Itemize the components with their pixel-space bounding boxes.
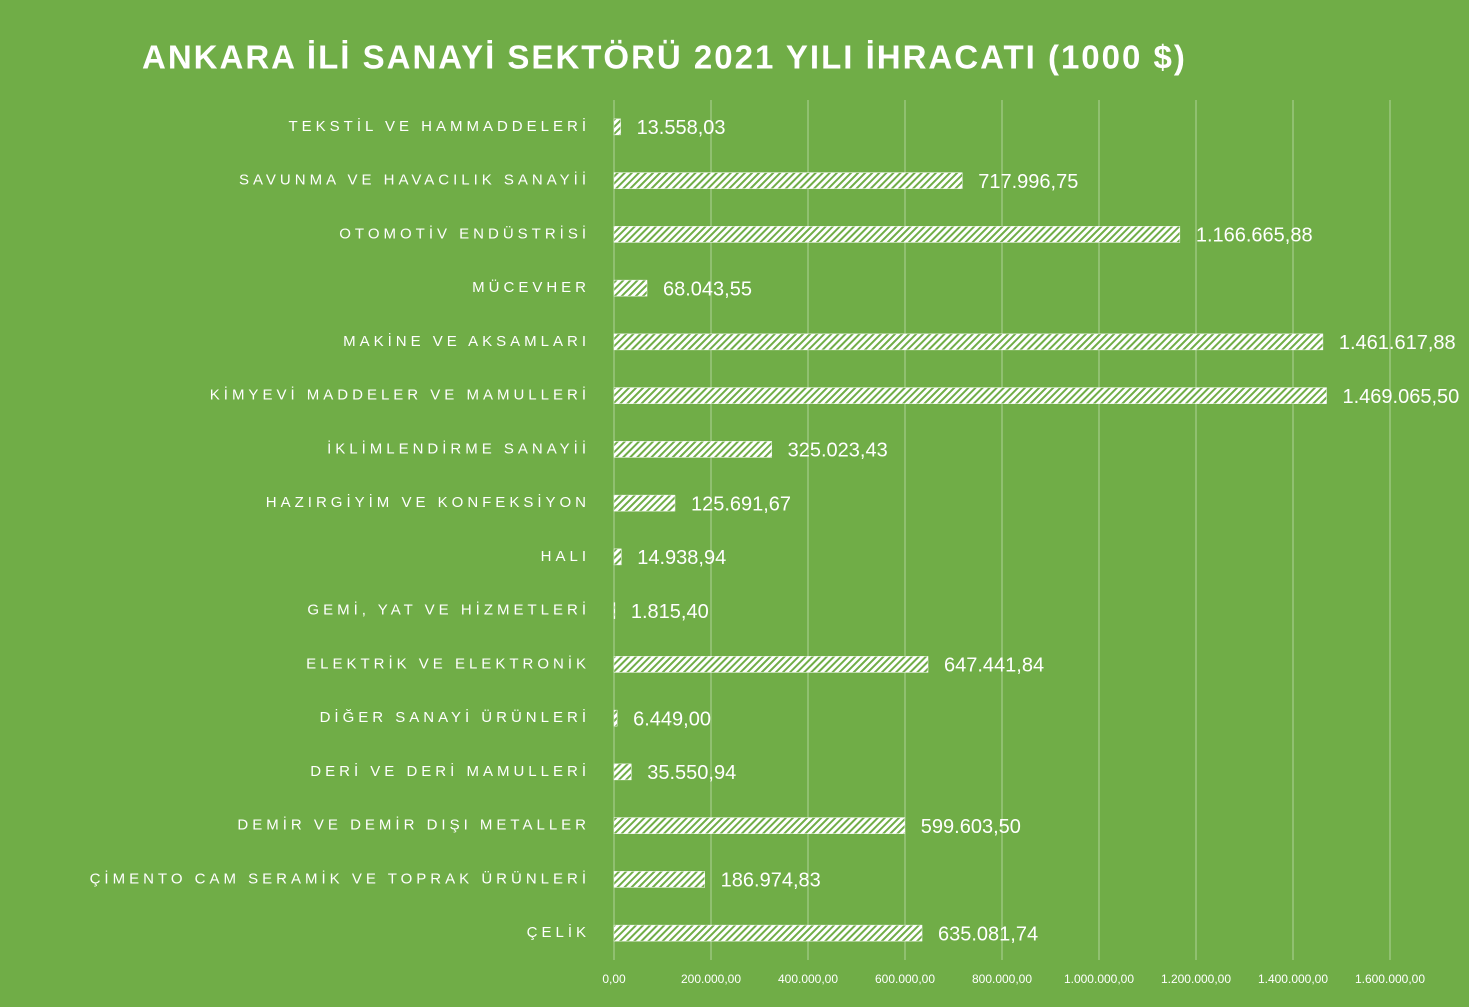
y-tick-label: OTOMOTİV ENDÜSTRİSİ: [339, 224, 590, 242]
bar: [613, 387, 1327, 404]
x-tick-label: 600.000,00: [875, 972, 935, 986]
y-tick-label: DERİ VE DERİ MAMULLERİ: [310, 762, 590, 780]
bar: [613, 548, 622, 566]
data-label: 1.815,40: [631, 601, 709, 623]
x-tick-label: 1.600.000,00: [1355, 972, 1425, 986]
x-tick-label: 400.000,00: [778, 972, 838, 986]
y-tick-label: MAKİNE VE AKSAMLARI: [343, 332, 590, 350]
data-label: 635.081,74: [938, 923, 1038, 945]
bar: [613, 709, 618, 727]
data-label: 186.974,83: [721, 870, 821, 892]
x-tick-label: 800.000,00: [972, 972, 1032, 986]
x-tick-label: 1.400.000,00: [1258, 972, 1328, 986]
data-label: 1.166.665,88: [1196, 225, 1313, 247]
bar: [613, 602, 616, 619]
data-label: 1.461.617,88: [1339, 332, 1456, 354]
bar: [613, 441, 772, 458]
y-tick-label: MÜCEVHER: [472, 278, 590, 296]
bar: [613, 871, 705, 888]
x-tick-label: 1.000.000,00: [1064, 972, 1134, 986]
x-tick-label: 200.000,00: [681, 972, 741, 986]
data-label: 717.996,75: [978, 171, 1078, 193]
bar: [613, 333, 1324, 351]
bar: [613, 494, 676, 512]
bar: [613, 279, 648, 297]
bar: [613, 226, 1181, 243]
data-label: 68.043,55: [663, 278, 752, 300]
data-label: 35.550,94: [647, 762, 736, 784]
chart-title: ANKARA İLİ SANAYİ SEKTÖRÜ 2021 YILI İHRA…: [142, 39, 1187, 76]
data-label: 325.023,43: [788, 440, 888, 462]
y-tick-label: SAVUNMA VE HAVACILIK SANAYİİ: [239, 171, 590, 189]
bar: [613, 924, 923, 942]
y-tick-label: HALI: [541, 548, 590, 565]
y-tick-label: ELEKTRİK VE ELEKTRONİK: [306, 654, 590, 672]
y-tick-label: ÇELİK: [527, 923, 590, 941]
data-label: 599.603,50: [921, 816, 1021, 838]
data-label: 14.938,94: [637, 547, 726, 569]
y-tick-label: HAZIRGİYİM VE KONFEKSİYON: [266, 493, 590, 511]
bar: [613, 118, 621, 136]
y-tick-label: GEMİ, YAT VE HİZMETLERİ: [307, 601, 590, 619]
bar: [613, 763, 632, 781]
bar: [613, 172, 963, 189]
data-label: 647.441,84: [944, 655, 1044, 677]
bar: [613, 817, 906, 834]
y-tick-label: DEMİR VE DEMİR DIŞI METALLER: [237, 816, 590, 834]
y-tick-label: DİĞER SANAYİ ÜRÜNLERİ: [320, 708, 590, 726]
data-label: 13.558,03: [637, 117, 726, 139]
y-tick-label: KİMYEVİ MADDELER VE MAMULLERİ: [210, 386, 590, 404]
data-label: 6.449,00: [633, 708, 711, 730]
x-tick-label: 1.200.000,00: [1161, 972, 1231, 986]
y-tick-label: ÇİMENTO CAM SERAMİK VE TOPRAK ÜRÜNLERİ: [90, 869, 590, 887]
x-tick-label: 0,00: [602, 972, 626, 986]
bar: [613, 656, 929, 673]
data-label: 125.691,67: [691, 493, 791, 515]
data-label: 1.469.065,50: [1342, 386, 1459, 408]
y-tick-label: İKLİMLENDİRME SANAYİİ: [327, 439, 590, 457]
y-tick-label: TEKSTİL VE HAMMADDELERİ: [289, 117, 591, 135]
